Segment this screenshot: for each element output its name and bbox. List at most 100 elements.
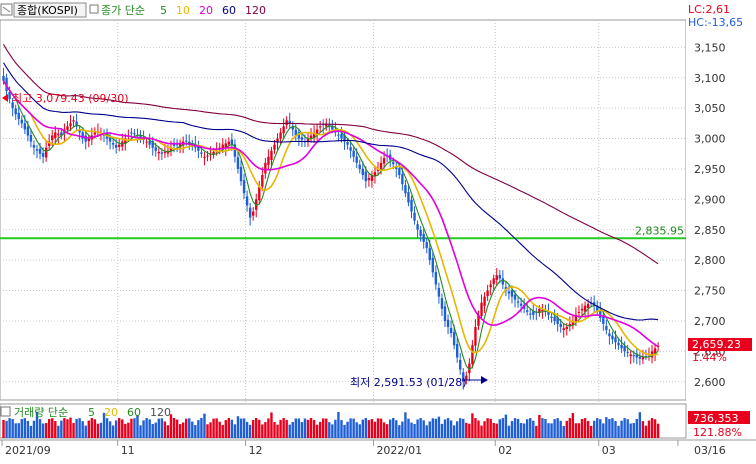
symbol-label: 종합(KOSPI) xyxy=(17,4,78,17)
y-tick-label: 2,700 xyxy=(694,315,726,328)
candle-body xyxy=(452,332,456,346)
candle-body xyxy=(644,356,648,358)
volume-bar xyxy=(498,419,501,438)
volume-bar xyxy=(111,425,115,438)
volume-bar xyxy=(151,423,154,438)
volume-bar xyxy=(440,423,444,438)
volume-bar xyxy=(114,420,118,438)
volume-settings-icon[interactable] xyxy=(0,406,11,417)
volume-bar xyxy=(352,418,355,438)
candle-body xyxy=(318,126,322,128)
candle-body xyxy=(358,164,361,169)
volume-title: 거래량 단순 xyxy=(14,406,68,419)
candle-body xyxy=(425,242,428,248)
volume-bar xyxy=(20,419,23,438)
y-tick-label: 2,850 xyxy=(694,224,726,237)
volume-bar xyxy=(592,420,596,438)
volume-header: 거래량 단순 5 20 60 120 xyxy=(0,406,171,419)
candle-body xyxy=(17,112,20,120)
ma-period-20: 20 xyxy=(199,4,213,17)
volume-bar xyxy=(194,425,197,438)
volume-bar xyxy=(599,419,602,438)
ma-10-line xyxy=(2,80,659,356)
candle-body xyxy=(108,136,112,142)
volume-bar xyxy=(626,419,629,438)
volume-bar xyxy=(166,425,170,438)
volume-bar xyxy=(248,424,252,438)
volume-bar xyxy=(614,421,617,438)
volume-bar xyxy=(492,422,495,438)
candle-body xyxy=(349,147,352,151)
volume-bar xyxy=(526,419,529,438)
candle-body xyxy=(614,337,617,343)
volume-bar xyxy=(535,425,538,438)
volume-bar xyxy=(267,418,270,438)
y-tick-label: 2,800 xyxy=(694,254,726,267)
candle-body xyxy=(559,323,562,328)
candle-body xyxy=(599,310,602,318)
volume-bar xyxy=(501,418,505,438)
volume-bar xyxy=(398,425,401,438)
ma-period-legend: 5 10 20 60 120 xyxy=(160,4,266,17)
volume-bar xyxy=(175,419,179,438)
candle-body xyxy=(258,187,261,201)
volume-bar xyxy=(361,419,364,438)
candle-body xyxy=(66,126,69,130)
candle-body xyxy=(340,133,343,139)
volume-bar xyxy=(130,418,133,438)
x-tick-label: 02 xyxy=(498,444,512,457)
candle-body xyxy=(81,132,84,139)
volume-bar xyxy=(105,418,109,438)
volume-bar xyxy=(23,418,27,438)
volume-bar xyxy=(620,420,623,438)
ma-period-60: 60 xyxy=(222,4,236,17)
volume-bar xyxy=(306,419,310,438)
volume-bar xyxy=(148,419,151,438)
candle-body xyxy=(26,126,30,136)
high-arrow-icon xyxy=(2,94,8,102)
volume-period-20: 20 xyxy=(104,406,118,419)
ma-toggle-icon[interactable] xyxy=(89,4,99,14)
volume-bar xyxy=(47,418,51,438)
candle-body xyxy=(443,306,447,321)
volume-bar xyxy=(63,418,66,438)
candle-body xyxy=(331,125,334,130)
candle-body xyxy=(477,314,480,326)
volume-bar xyxy=(656,423,660,438)
volume-bar xyxy=(385,424,389,438)
candle-body xyxy=(291,126,294,130)
volume-bar xyxy=(459,418,462,438)
candle-body xyxy=(471,345,474,365)
volume-bar xyxy=(282,418,285,438)
candle-body xyxy=(224,143,227,149)
volume-bar xyxy=(568,418,572,438)
candle-body xyxy=(513,294,517,300)
candle-body xyxy=(373,172,377,177)
candle-body xyxy=(124,138,127,144)
volume-bar xyxy=(392,418,395,438)
volume-bar xyxy=(413,424,416,438)
candle-body xyxy=(203,156,206,158)
volume-bar xyxy=(349,418,352,438)
candle-body xyxy=(218,147,221,149)
volume-bar xyxy=(331,424,334,438)
candle-body xyxy=(178,143,182,148)
candle-body xyxy=(428,248,431,261)
volume-bar xyxy=(343,424,346,438)
x-tick-label: 03/16 xyxy=(694,444,726,457)
candle-body xyxy=(35,149,39,151)
volume-bar xyxy=(519,423,523,438)
volume-bar xyxy=(291,421,294,438)
candle-body xyxy=(620,344,623,349)
volume-bar xyxy=(178,424,182,438)
volume-bar xyxy=(224,420,227,438)
candle-body xyxy=(261,175,264,187)
volume-bar xyxy=(629,423,632,438)
candle-body xyxy=(14,108,17,115)
volume-bar xyxy=(124,423,127,438)
volume-bar xyxy=(583,418,587,438)
candle-body xyxy=(449,327,453,334)
volume-bar xyxy=(407,418,410,438)
symbol-box[interactable] xyxy=(13,2,87,18)
candle-body xyxy=(474,327,477,346)
